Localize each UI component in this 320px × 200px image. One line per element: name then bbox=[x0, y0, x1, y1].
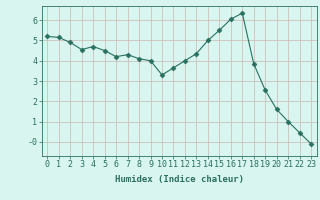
X-axis label: Humidex (Indice chaleur): Humidex (Indice chaleur) bbox=[115, 175, 244, 184]
